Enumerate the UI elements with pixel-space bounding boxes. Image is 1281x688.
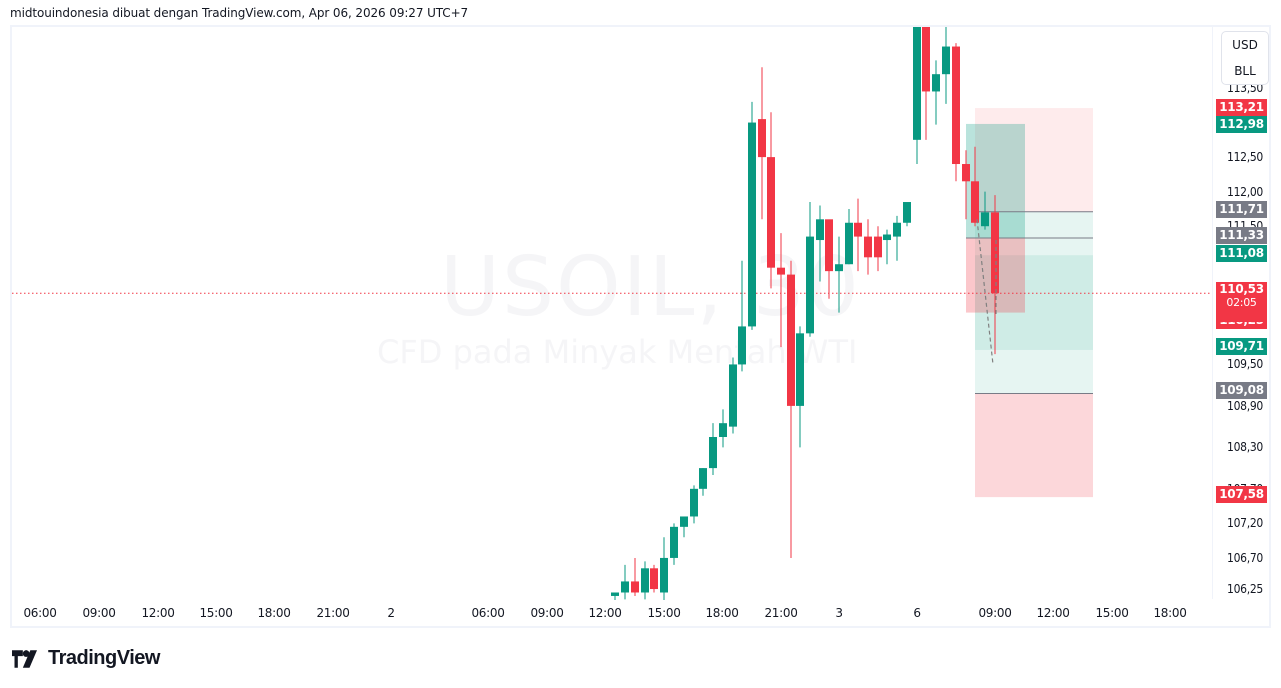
tradingview-logo[interactable]: TradingView xyxy=(12,647,160,670)
candle-body xyxy=(680,516,688,527)
time-label: 12:00 xyxy=(141,606,175,620)
price-tick: 109,50 xyxy=(1227,357,1263,372)
candle-body xyxy=(709,436,717,469)
price-level-tag: 107,58 xyxy=(1216,486,1267,503)
price-tick: 108,30 xyxy=(1227,440,1263,455)
candle-body xyxy=(883,234,891,241)
time-label: 18:00 xyxy=(257,606,291,620)
candle-body xyxy=(971,181,979,223)
time-label: 06:00 xyxy=(23,606,57,620)
price-level-tag: 111,71 xyxy=(1216,201,1267,218)
price-level-tag: 109,71 xyxy=(1216,338,1267,355)
candle-body xyxy=(777,267,785,275)
candle-body xyxy=(650,568,658,590)
time-label: 18:00 xyxy=(705,606,739,620)
candle-body xyxy=(903,202,911,223)
time-label: 15:00 xyxy=(199,606,233,620)
time-label: 06:00 xyxy=(471,606,505,620)
candle-body xyxy=(670,526,678,558)
symbol-description-watermark: CFD pada Minyak Mentah WTI xyxy=(377,333,858,371)
candle-body xyxy=(738,326,746,365)
tradingview-logo-text: TradingView xyxy=(48,647,160,669)
candle-body xyxy=(816,219,824,241)
candle-body xyxy=(621,581,629,593)
candle-body xyxy=(893,222,901,237)
candle-body xyxy=(864,236,872,258)
price-tick: 112,50 xyxy=(1227,150,1263,165)
chart-attribution: midtouindonesia dibuat dengan TradingVie… xyxy=(10,6,469,20)
candle-body xyxy=(874,236,882,258)
candle-body xyxy=(699,468,707,489)
price-tick: 106,70 xyxy=(1227,550,1263,565)
price-tick: 107,20 xyxy=(1227,516,1263,531)
candle-body xyxy=(690,488,698,517)
price-tick: 106,25 xyxy=(1227,582,1263,597)
candle-body xyxy=(660,557,668,593)
bar-countdown: 02:05 xyxy=(1226,296,1257,309)
candle-body xyxy=(758,119,766,158)
price-level-tag: 111,08 xyxy=(1216,245,1267,262)
time-label: 6 xyxy=(913,606,921,620)
stop-zone xyxy=(975,393,1093,498)
candle-body xyxy=(825,219,833,272)
candle-body xyxy=(981,212,989,227)
candle-body xyxy=(952,46,960,165)
candle-body xyxy=(962,164,970,182)
price-axis[interactable] xyxy=(1212,27,1270,599)
price-level-tag: 111,33 xyxy=(1216,227,1267,244)
price-level-tag: 112,98 xyxy=(1216,116,1267,133)
candle-body xyxy=(719,423,727,437)
time-label: 12:00 xyxy=(1036,606,1070,620)
time-label: 12:00 xyxy=(588,606,622,620)
price-level-tag: 109,08 xyxy=(1216,382,1267,399)
candle-body xyxy=(942,46,950,75)
candle-body xyxy=(729,364,737,427)
current-price: 110,53 xyxy=(1219,282,1264,296)
time-label: 09:00 xyxy=(978,606,1012,620)
candle-body xyxy=(787,274,795,406)
time-label: 09:00 xyxy=(530,606,564,620)
candle-body xyxy=(641,568,649,593)
candle-body xyxy=(991,212,999,294)
price-tick: 108,90 xyxy=(1227,398,1263,413)
time-label: 2 xyxy=(387,606,395,620)
candle-body xyxy=(932,74,940,92)
candle-body xyxy=(913,27,921,140)
current-price-tag: 110,53 02:05 xyxy=(1216,282,1267,322)
candle-body xyxy=(854,222,862,237)
currency-label[interactable]: USD xyxy=(1232,38,1258,52)
price-level-tag: 113,21 xyxy=(1216,99,1267,116)
candle-body xyxy=(835,264,843,272)
candle-body xyxy=(631,581,639,593)
candle-body xyxy=(796,333,804,406)
projection-arrow xyxy=(976,219,994,365)
candle-body xyxy=(611,592,619,596)
time-label: 21:00 xyxy=(316,606,350,620)
unit-label[interactable]: BLL xyxy=(1234,64,1256,78)
candle-body xyxy=(767,157,775,268)
currency-unit-selector[interactable]: USD BLL xyxy=(1221,31,1269,85)
time-label: 21:00 xyxy=(764,606,798,620)
candle-body xyxy=(748,122,756,327)
risk-zone xyxy=(975,108,1093,212)
time-label: 09:00 xyxy=(82,606,116,620)
candle-body xyxy=(806,236,814,334)
time-label: 3 xyxy=(835,606,843,620)
chart-frame[interactable] xyxy=(10,25,1271,628)
candle-body xyxy=(845,222,853,265)
time-label: 18:00 xyxy=(1153,606,1187,620)
price-tick: 112,00 xyxy=(1227,184,1263,199)
time-label: 15:00 xyxy=(1095,606,1129,620)
tradingview-logo-icon xyxy=(12,649,37,668)
time-label: 15:00 xyxy=(647,606,681,620)
candle-body xyxy=(922,27,930,92)
